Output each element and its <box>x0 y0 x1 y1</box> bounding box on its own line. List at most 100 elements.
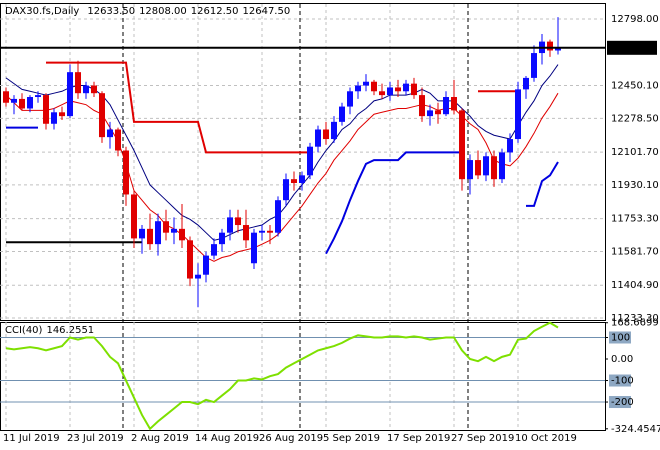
candle-body <box>387 87 393 96</box>
candle-body <box>275 200 281 233</box>
y-tick-label: -324.4547 <box>611 424 660 435</box>
x-tick-label: 5 Sep 2019 <box>323 433 380 444</box>
candle-body <box>155 221 161 245</box>
candle-body <box>19 98 25 109</box>
candle-body <box>547 41 553 51</box>
plot: 12647.50 <box>0 17 657 431</box>
candle-body <box>67 72 73 117</box>
x-tick-label: 11 Jul 2019 <box>3 433 60 444</box>
candle-body <box>395 87 401 92</box>
indicator-line <box>325 151 462 255</box>
x-tick-label: 27 Sep 2019 <box>451 433 514 444</box>
candle-body <box>403 83 409 92</box>
header-value: 12808.00 <box>139 6 187 17</box>
y-tick-label: 11233.30 <box>611 313 659 324</box>
candle-body <box>339 106 345 122</box>
candle-body <box>243 225 249 241</box>
candle-body <box>291 179 297 183</box>
candle-body <box>131 194 137 239</box>
candle-body <box>523 77 529 90</box>
x-tick-label: 14 Aug 2019 <box>195 433 259 444</box>
x-tick-label: 2 Aug 2019 <box>131 433 189 444</box>
candle-body <box>467 160 473 180</box>
candle-body <box>435 110 441 115</box>
candle-body <box>195 274 201 279</box>
cci-title: CCI(40) <box>5 325 43 336</box>
candle-body <box>499 152 505 180</box>
candle-body <box>51 112 57 124</box>
candle-body <box>363 81 369 86</box>
price-label-box <box>607 40 657 55</box>
candle-body <box>11 98 17 103</box>
tick-label-box <box>609 374 631 387</box>
y-tick-label: 11404.90 <box>611 280 659 291</box>
tick-label-box <box>609 396 631 409</box>
candle-body <box>491 156 497 180</box>
x-tick-label: 10 Oct 2019 <box>515 433 577 444</box>
cci-header: CCI(40) 146.2551 <box>5 325 94 336</box>
candle-body <box>251 232 257 264</box>
candle-body <box>43 95 49 124</box>
y-tick-label: 12101.70 <box>611 147 659 158</box>
candle-body <box>27 97 33 109</box>
y-tick-label: 12278.50 <box>611 113 659 124</box>
indicator-line <box>5 321 559 431</box>
candle-body <box>235 217 241 226</box>
tick-label-box <box>609 331 631 344</box>
indicator-line <box>5 92 559 262</box>
candle-body <box>171 228 177 233</box>
candle-body <box>219 232 225 245</box>
candle-body <box>555 47 561 51</box>
candle-body <box>211 244 217 256</box>
y-tick-label: 100 <box>611 332 630 343</box>
candle-body <box>331 121 337 140</box>
candle-body <box>459 110 465 180</box>
candle-body <box>323 129 329 140</box>
chart-header: DAX30.fs,Daily 12633.50 12808.00 12612.50 12… <box>5 6 290 17</box>
candle-body <box>99 93 105 138</box>
symbol: DAX30.fs,Daily <box>5 6 79 17</box>
candle-body <box>259 230 265 233</box>
header-value: 12647.50 <box>243 6 291 17</box>
candle-body <box>443 97 449 115</box>
candle-body <box>179 228 185 241</box>
y-tick-label: -200 <box>611 397 634 408</box>
price-label: 12647.50 <box>609 43 657 54</box>
candle-body <box>139 228 145 239</box>
candle-body <box>123 150 129 195</box>
candle-body <box>75 72 81 94</box>
x-tick-label: 17 Sep 2019 <box>387 433 450 444</box>
candle-body <box>315 129 321 147</box>
candle-body <box>475 160 481 176</box>
candle-body <box>531 53 537 78</box>
x-tick-label: 23 Jul 2019 <box>67 433 124 444</box>
candle-body <box>483 156 489 176</box>
candle-body <box>107 129 113 138</box>
candle-body <box>307 146 313 176</box>
candle-body <box>35 95 41 98</box>
candle-body <box>203 255 209 275</box>
y-tick-label: 12450.10 <box>611 81 659 92</box>
y-tick-label: 11753.30 <box>611 214 659 225</box>
candle-body <box>187 240 193 279</box>
candle-body <box>227 217 233 233</box>
candle-body <box>515 89 521 140</box>
indicator-line <box>5 64 559 241</box>
candle-body <box>371 81 377 92</box>
candle-body <box>115 129 121 151</box>
candle-body <box>59 112 65 117</box>
candle-body <box>267 230 273 233</box>
header-value: 12612.50 <box>191 6 239 17</box>
candle-body <box>147 228 153 245</box>
y-tick-label: 0.00 <box>611 354 633 365</box>
candle-body <box>283 179 289 201</box>
candle-body <box>347 91 353 107</box>
header-value: 12633.50 <box>87 6 135 17</box>
candle-body <box>83 85 89 94</box>
candle-body <box>3 91 9 103</box>
candle-body <box>507 139 513 153</box>
y-tick-label: 11581.70 <box>611 246 659 257</box>
candle-body <box>427 110 433 117</box>
